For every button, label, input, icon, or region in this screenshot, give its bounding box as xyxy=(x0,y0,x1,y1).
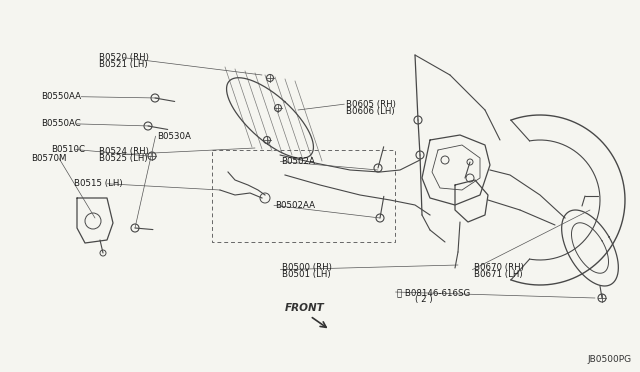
Text: B0605 (RH): B0605 (RH) xyxy=(346,100,396,109)
Text: B0570M: B0570M xyxy=(31,154,66,163)
Text: B0520 (RH): B0520 (RH) xyxy=(99,53,149,62)
Text: B0521 (LH): B0521 (LH) xyxy=(99,60,148,69)
Text: Ⓑ B08146-616SG: Ⓑ B08146-616SG xyxy=(397,288,470,297)
Text: B0515 (LH): B0515 (LH) xyxy=(74,179,122,188)
Text: B0670 (RH): B0670 (RH) xyxy=(474,263,524,272)
Text: B0500 (RH): B0500 (RH) xyxy=(282,263,332,272)
Text: B0530A: B0530A xyxy=(157,132,191,141)
Text: JB0500PG: JB0500PG xyxy=(588,355,632,364)
Text: B0510C: B0510C xyxy=(51,145,85,154)
Text: ( 2 ): ( 2 ) xyxy=(415,295,433,304)
Text: FRONT: FRONT xyxy=(285,303,325,313)
Text: B0524 (RH): B0524 (RH) xyxy=(99,147,149,156)
Text: B0550AA: B0550AA xyxy=(42,92,82,101)
Text: B0502AA: B0502AA xyxy=(275,201,315,210)
Text: B0671 (LH): B0671 (LH) xyxy=(474,270,522,279)
Text: B0501 (LH): B0501 (LH) xyxy=(282,270,330,279)
Text: B0525 (LH): B0525 (LH) xyxy=(99,154,148,163)
Text: B0606 (LH): B0606 (LH) xyxy=(346,107,394,116)
Text: B0550AC: B0550AC xyxy=(42,119,81,128)
Text: B0502A: B0502A xyxy=(282,157,316,166)
